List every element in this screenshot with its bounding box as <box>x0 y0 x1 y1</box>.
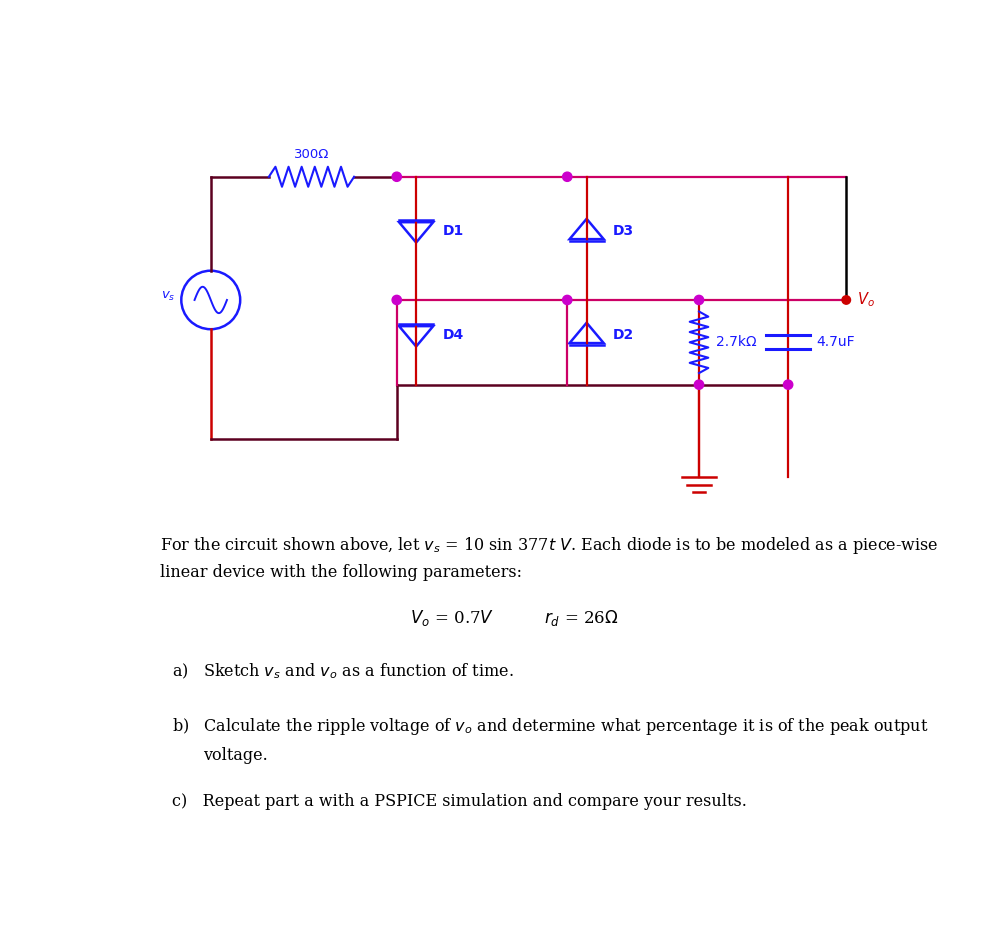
Text: b)   Calculate the ripple voltage of $v_o$ and determine what percentage it is o: b) Calculate the ripple voltage of $v_o$… <box>172 715 928 737</box>
Text: 4.7uF: 4.7uF <box>815 335 854 349</box>
Circle shape <box>562 172 572 181</box>
Text: D3: D3 <box>613 223 634 237</box>
Text: c)   Repeat part a with a PSPICE simulation and compare your results.: c) Repeat part a with a PSPICE simulatio… <box>172 793 746 810</box>
Circle shape <box>392 295 401 304</box>
Text: D1: D1 <box>442 223 463 237</box>
Text: $V_o$ = 0.7$V$          $r_d$ = 26$\Omega$: $V_o$ = 0.7$V$ $r_d$ = 26$\Omega$ <box>410 608 618 628</box>
Text: 2.7kΩ: 2.7kΩ <box>715 335 756 349</box>
Circle shape <box>392 172 401 181</box>
Text: 300Ω: 300Ω <box>294 149 329 162</box>
Text: $v_s$: $v_s$ <box>160 290 176 303</box>
Circle shape <box>842 296 850 304</box>
Text: $V_o$: $V_o$ <box>857 290 874 309</box>
Text: a)   Sketch $v_s$ and $v_o$ as a function of time.: a) Sketch $v_s$ and $v_o$ as a function … <box>172 662 514 681</box>
Circle shape <box>694 380 703 389</box>
Text: For the circuit shown above, let $v_s$ = 10 sin 377$t$ $V$. Each diode is to be : For the circuit shown above, let $v_s$ =… <box>160 535 938 556</box>
Text: D4: D4 <box>442 328 463 342</box>
Circle shape <box>782 380 792 389</box>
Text: voltage.: voltage. <box>203 746 268 764</box>
Text: linear device with the following parameters:: linear device with the following paramet… <box>160 564 522 581</box>
Text: D2: D2 <box>613 328 634 342</box>
Circle shape <box>694 295 703 304</box>
Circle shape <box>562 295 572 304</box>
